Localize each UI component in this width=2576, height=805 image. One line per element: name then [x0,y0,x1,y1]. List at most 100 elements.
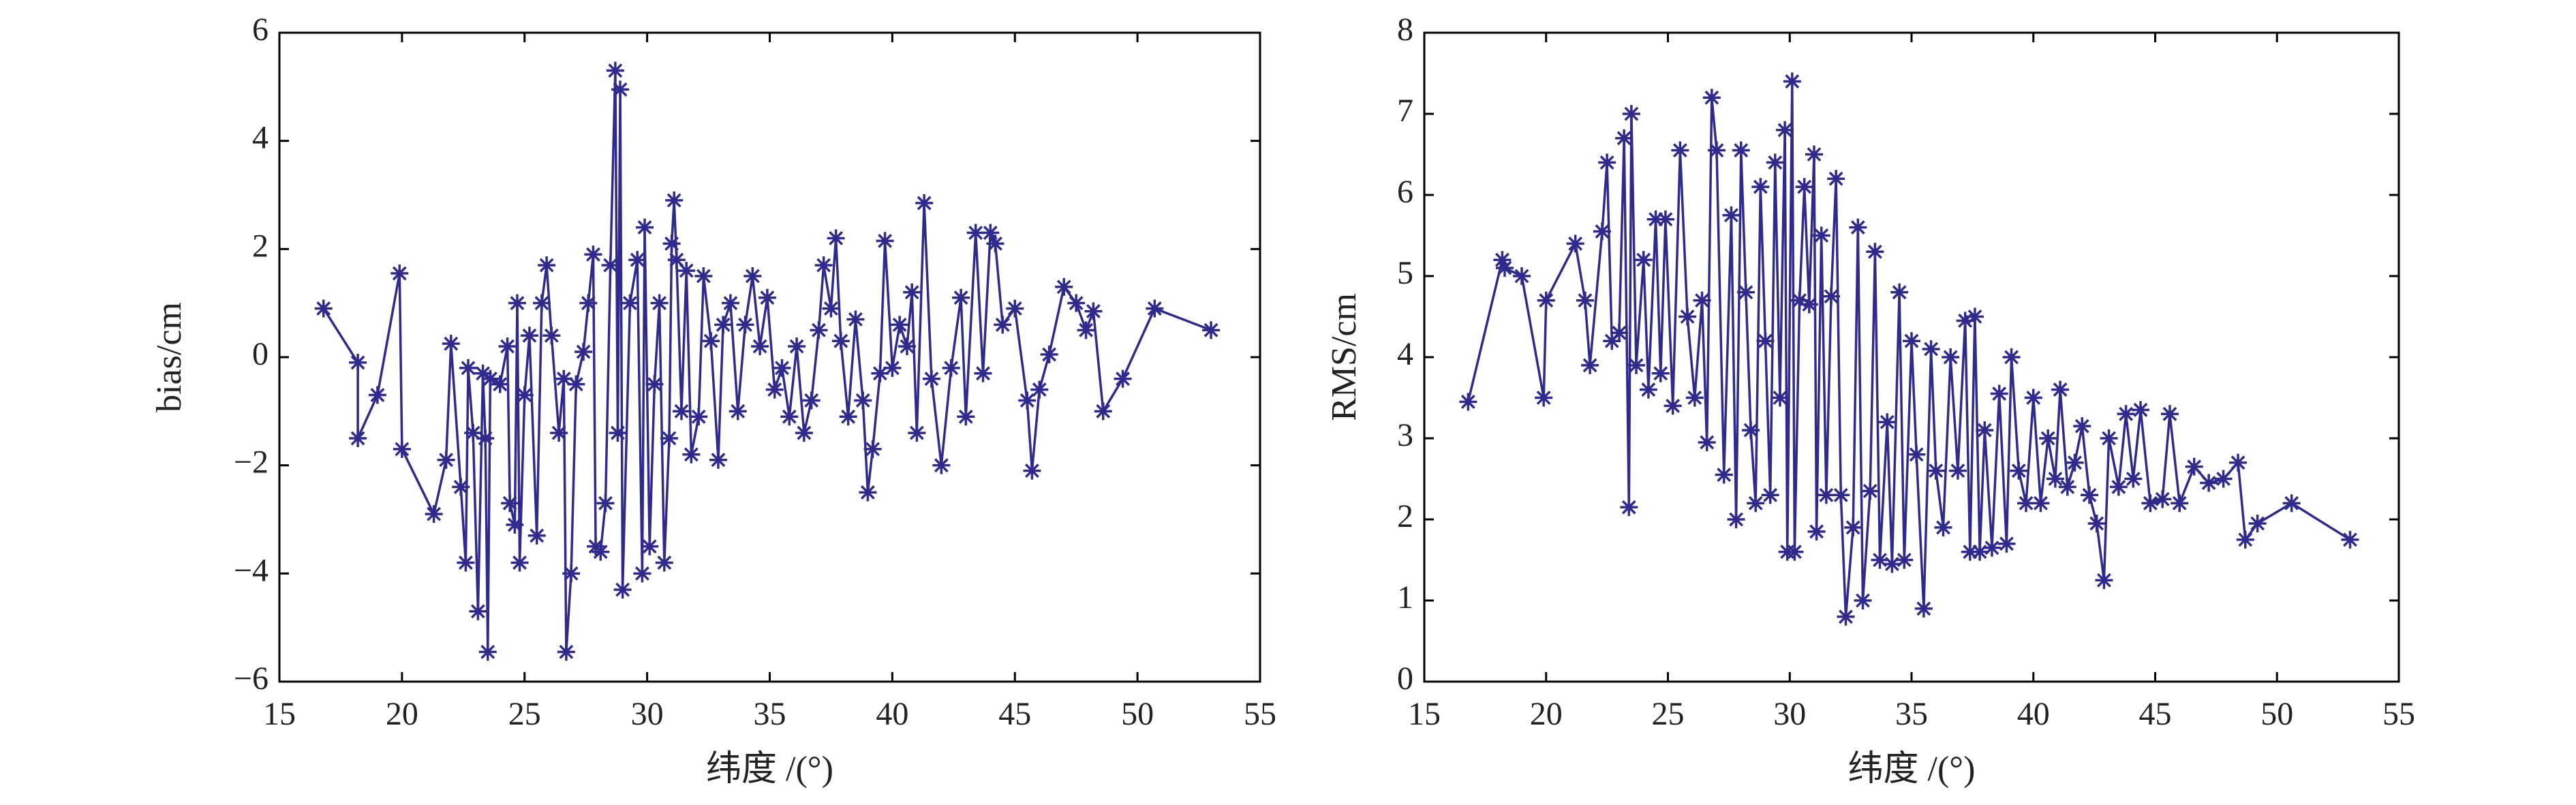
marker [1990,384,2008,403]
marker [709,451,727,469]
x-tick-label: 50 [2260,696,2293,732]
y-tick-label: 4 [1397,336,1413,372]
marker [2229,453,2248,472]
x-tick-label: 45 [998,696,1031,732]
marker [1535,389,1553,407]
marker [1971,543,1989,561]
marker [974,364,992,382]
marker [1822,287,1841,305]
marker [682,445,701,464]
marker [1997,534,2016,553]
marker [557,643,575,661]
marker [1736,283,1755,301]
marker [1812,226,1830,245]
marker [1832,486,1850,504]
marker [452,478,470,496]
marker [2160,405,2179,423]
marker [613,581,632,599]
marker [349,429,367,447]
marker [2132,401,2150,419]
marker [1903,332,1920,350]
marker [1040,346,1058,364]
marker [1837,607,1855,626]
marker [478,643,497,661]
marker [1844,518,1862,536]
marker [633,564,651,583]
marker [1646,210,1665,228]
marker [932,456,951,474]
marker [1766,153,1784,172]
marker [1077,321,1095,339]
marker [650,294,669,312]
marker [2117,405,2135,423]
marker [780,408,799,426]
marker [1656,210,1674,228]
marker [1698,433,1716,451]
x-tick-label: 50 [1121,696,1154,732]
marker [2051,380,2070,399]
marker [1785,543,1804,561]
x-axis-label: 纬度 /(°) [706,750,833,789]
marker [743,267,762,285]
marker [655,553,673,572]
marker [1651,364,1670,382]
marker [498,337,517,356]
marker [966,224,985,242]
marker [491,375,509,393]
marker [1800,295,1818,314]
marker [645,375,664,393]
marker [1678,307,1697,326]
marker [2100,429,2118,447]
marker [515,386,534,404]
marker [2341,530,2359,549]
marker [986,234,1005,253]
marker [1693,291,1711,309]
marker [1817,486,1835,504]
marker [1030,380,1049,399]
marker [915,194,934,212]
series-line [1467,81,2351,617]
marker [702,332,720,350]
marker [476,429,495,447]
marker [677,262,696,280]
marker [584,245,602,264]
x-tick-label: 45 [2139,696,2172,732]
marker [1961,543,1979,561]
marker [863,440,882,458]
marker [795,424,813,442]
marker [606,61,624,80]
x-tick-label: 15 [1408,696,1441,732]
marker [621,294,639,312]
marker [2153,490,2172,508]
x-tick-label: 35 [754,696,786,732]
x-tick-label: 40 [2017,696,2050,732]
marker [1727,511,1745,528]
marker [859,483,877,502]
marker [349,353,367,371]
marker [802,391,821,410]
marker [765,380,784,399]
marker [2066,453,2084,472]
marker [1747,494,1765,513]
marker [788,337,806,356]
y-tick-label: 0 [252,336,269,372]
marker [1890,283,1909,301]
marker [1965,307,1984,326]
marker [1948,461,1967,480]
marker [908,424,926,442]
marker [814,256,833,275]
marker [2236,530,2254,549]
y-axis-label: RMS/cm [1325,293,1364,421]
marker [2124,470,2143,488]
x-tick-label: 55 [1244,696,1276,732]
marker [2214,470,2233,488]
marker [1576,291,1594,309]
marker [1871,551,1889,569]
marker [1067,294,1086,312]
marker [314,299,333,318]
marker [903,283,921,301]
marker [662,234,681,253]
x-tick-label: 30 [1773,696,1806,732]
marker [736,316,754,334]
